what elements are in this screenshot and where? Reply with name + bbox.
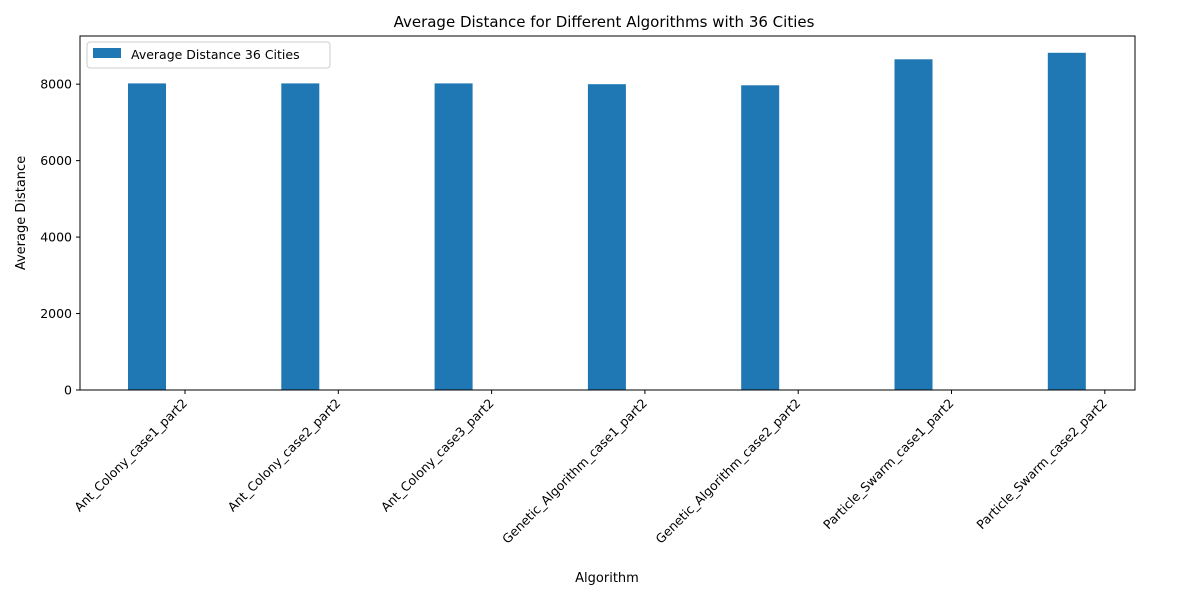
- y-axis: 0 2000 4000 6000 8000: [40, 77, 80, 398]
- y-tick-label: 6000: [40, 153, 72, 168]
- y-tick-label: 2000: [40, 306, 72, 321]
- bar-1: [128, 83, 166, 391]
- bar-7: [1047, 52, 1086, 391]
- chart-title: Average Distance for Different Algorithm…: [394, 13, 815, 31]
- legend-swatch: [93, 48, 121, 58]
- legend: Average Distance 36 Cities: [86, 41, 331, 69]
- plot-frame: [79, 35, 1136, 391]
- bar-5: [741, 85, 780, 391]
- bar-2: [281, 83, 320, 391]
- bars-group: [128, 52, 1086, 391]
- bar-6: [894, 59, 933, 391]
- legend-frame: [86, 41, 331, 69]
- y-tick-label: 0: [64, 383, 72, 398]
- bar-4: [587, 84, 626, 390]
- legend-label: Average Distance 36 Cities: [131, 47, 300, 62]
- x-axis-label: Algorithm: [575, 571, 639, 586]
- y-tick-label: 4000: [40, 230, 72, 245]
- bar-3: [434, 83, 473, 391]
- y-axis-label: Average Distance: [14, 156, 29, 270]
- y-tick-label: 8000: [40, 77, 72, 92]
